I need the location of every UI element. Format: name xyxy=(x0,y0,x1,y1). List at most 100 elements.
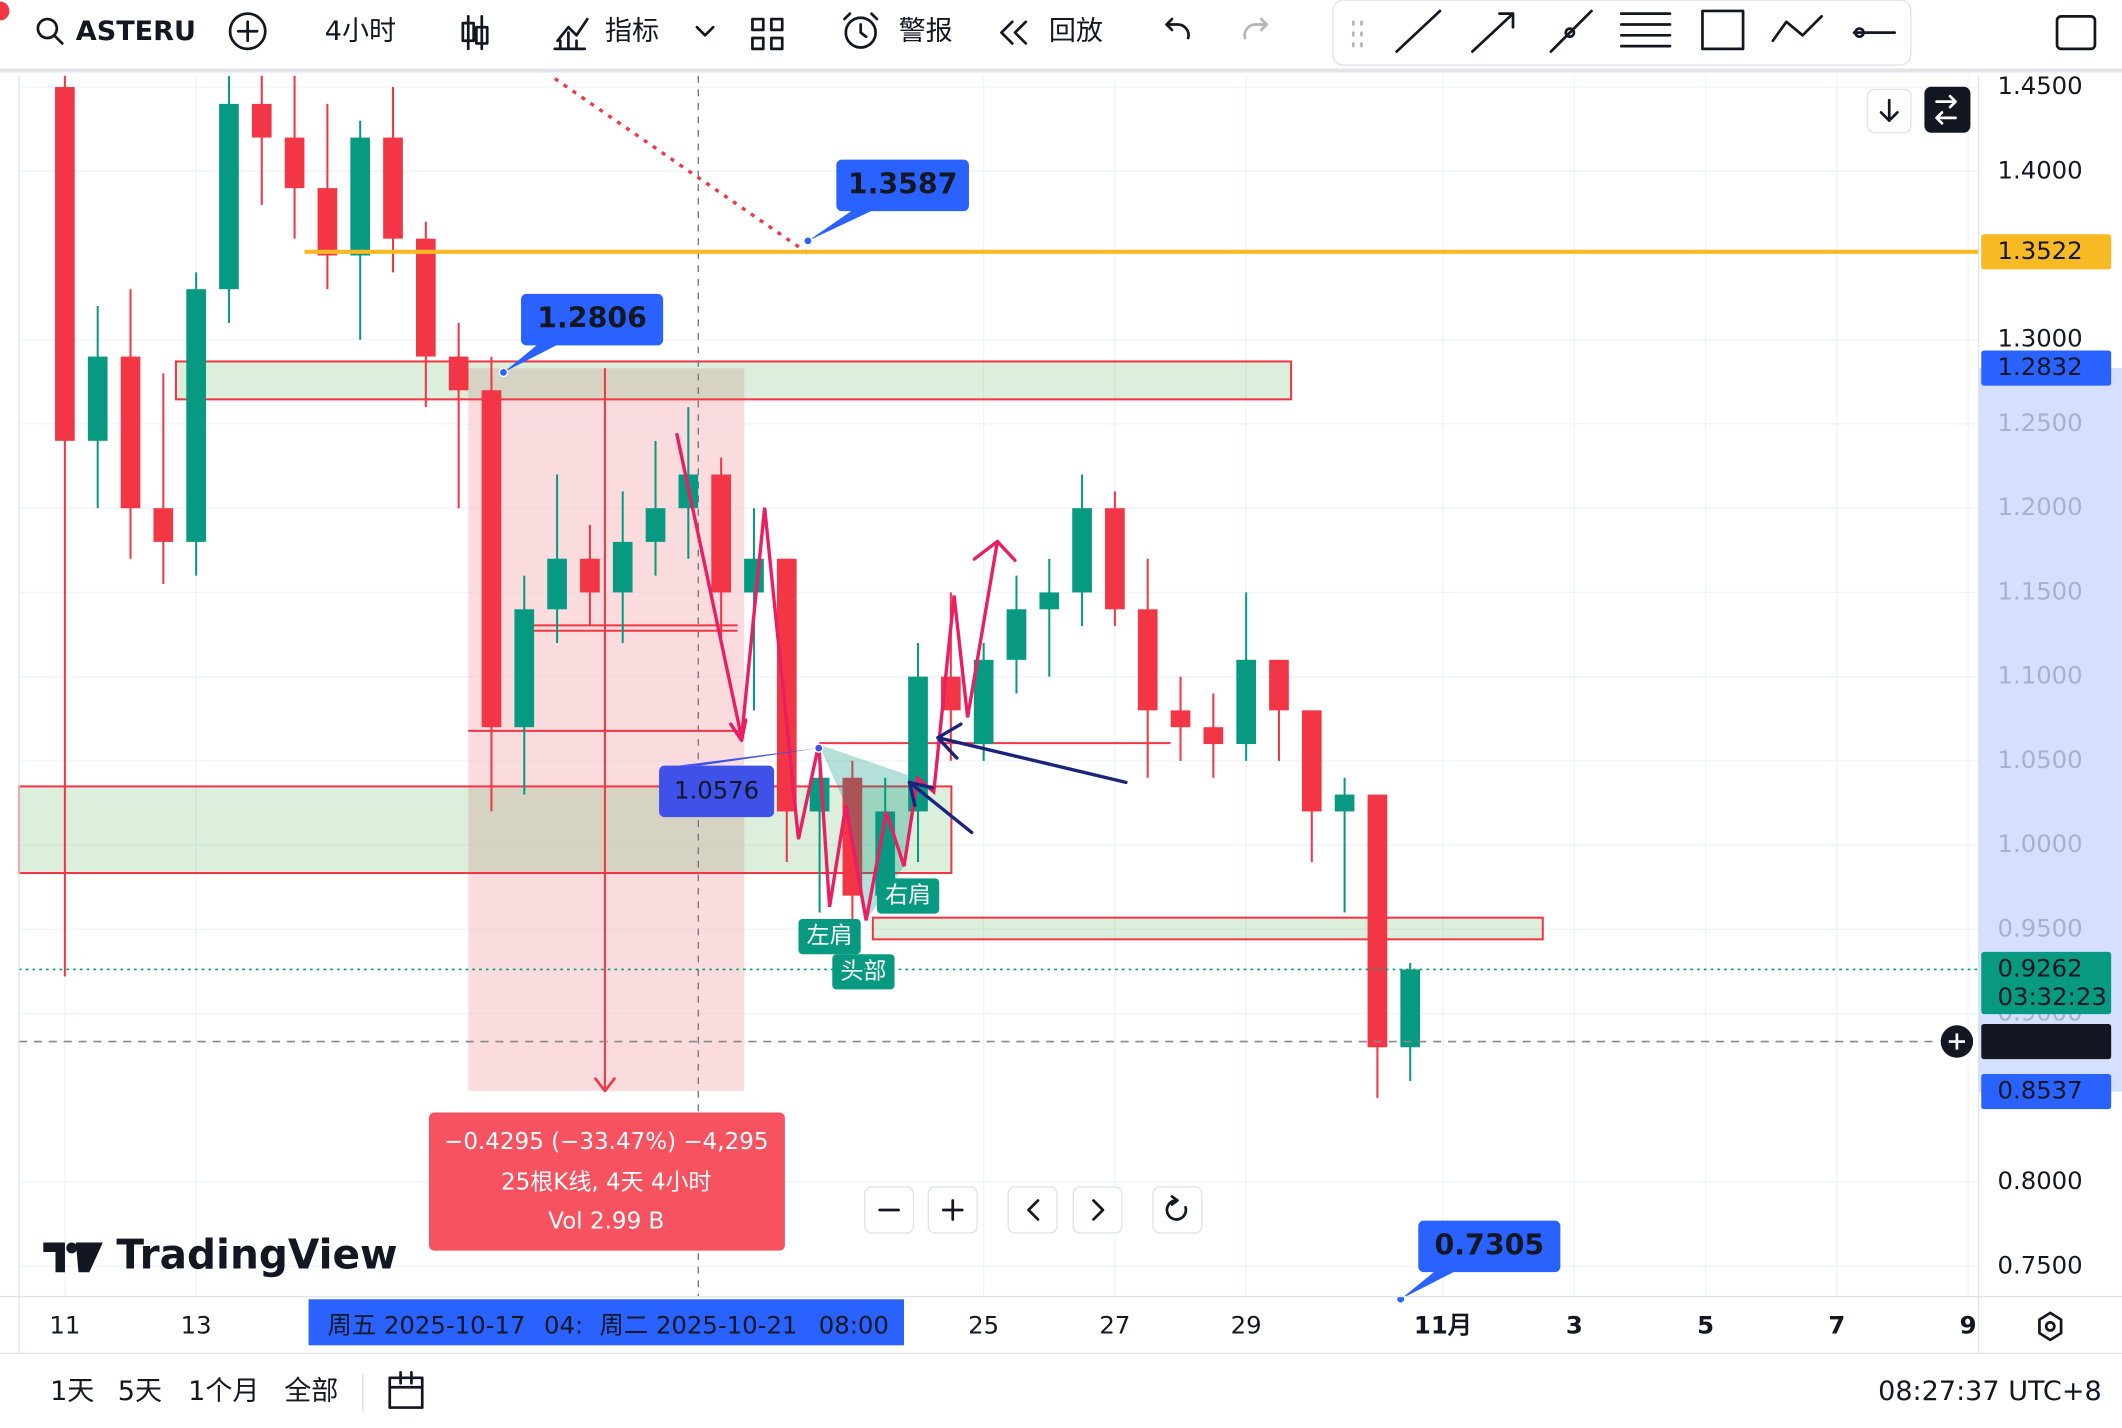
zigzag xyxy=(675,432,1000,921)
pattern-tag xyxy=(798,919,861,955)
candle-body xyxy=(350,137,371,256)
date-range[interactable] xyxy=(388,1371,424,1409)
price-label: 0.8537 xyxy=(1997,1076,2082,1105)
candle-body xyxy=(1400,969,1421,1048)
fullscreen[interactable] xyxy=(2055,15,2097,51)
candle-body xyxy=(547,558,567,610)
chart-type[interactable] xyxy=(461,15,489,51)
candle-body xyxy=(1236,659,1257,745)
price-label-bg xyxy=(1981,1023,2112,1060)
candle-body xyxy=(744,558,764,593)
callout-pointer xyxy=(807,208,877,241)
settings[interactable] xyxy=(2038,1311,2063,1342)
add-symbol[interactable] xyxy=(228,12,267,51)
candle-body xyxy=(448,356,469,391)
callout-box xyxy=(521,293,664,346)
callout-anchor xyxy=(803,236,813,246)
callout-box xyxy=(1418,1220,1561,1273)
candle-body xyxy=(186,289,206,542)
candle-body xyxy=(711,474,731,593)
y-tick-label: 1.4500 xyxy=(1997,71,2082,100)
x-tick-label: 11 xyxy=(49,1310,80,1339)
pattern-tag xyxy=(832,954,895,990)
candle-body xyxy=(1039,592,1060,610)
measure-arrow-head xyxy=(594,1077,616,1093)
candle-body xyxy=(973,659,994,745)
undo[interactable] xyxy=(1165,17,1190,40)
replay-icon[interactable] xyxy=(1000,20,1028,45)
callout-label: 0.7305 xyxy=(1435,1228,1545,1261)
zone xyxy=(871,916,1544,941)
candle-body xyxy=(514,609,535,728)
price-label: 1.2832 xyxy=(1997,352,2082,381)
callout-label: 1.2806 xyxy=(537,302,647,335)
pattern-fill xyxy=(818,744,918,921)
alert-icon[interactable] xyxy=(844,16,877,49)
candle-body xyxy=(645,508,666,542)
candle-body xyxy=(1137,609,1158,711)
x-tick-label: 3 xyxy=(1566,1310,1583,1339)
auto-scale[interactable] xyxy=(1924,86,1971,133)
indicators[interactable]: 指标 xyxy=(605,16,659,47)
notify-dot xyxy=(0,1,10,21)
candle-body xyxy=(908,676,928,812)
zigzag-arrows xyxy=(729,539,1017,743)
redo[interactable] xyxy=(1243,17,1269,40)
candle-body xyxy=(1301,710,1322,812)
reset[interactable] xyxy=(1152,1186,1203,1234)
logo-text: TradingView xyxy=(116,1230,397,1278)
candle-body xyxy=(55,87,75,441)
candle-body xyxy=(383,137,403,239)
price-label: 0.8834 xyxy=(1997,1026,2082,1055)
drawing-toolbar xyxy=(1332,0,1912,66)
callout-box xyxy=(836,159,969,212)
layout-icon[interactable] xyxy=(751,17,784,51)
range[interactable]: 1个月 xyxy=(188,1376,259,1407)
x-tick-label: 5 xyxy=(1697,1310,1714,1339)
symbol[interactable]: ASTERU xyxy=(76,16,196,47)
drawing-tools[interactable] xyxy=(1351,9,1896,53)
time-label: 周五 2025-10-17 xyxy=(328,1310,526,1339)
y-tick-label: 0.7500 xyxy=(1997,1250,2082,1279)
candle-body xyxy=(1105,508,1125,610)
price-label-bg xyxy=(1981,951,2112,1015)
x-tick-label: 27 xyxy=(1099,1310,1130,1339)
candle-body xyxy=(153,508,174,542)
callout-anchor xyxy=(498,367,509,378)
measure-volume: Vol 2.99 B xyxy=(548,1209,664,1235)
replay[interactable]: 回放 xyxy=(1049,16,1103,47)
price-label-bg xyxy=(1981,1073,2112,1110)
range[interactable]: 5天 xyxy=(118,1376,162,1407)
price-label: 0.9262 xyxy=(1997,953,2082,982)
candle-body xyxy=(580,558,600,593)
measure-range xyxy=(468,368,745,1091)
callout-label: 1.3587 xyxy=(848,167,958,200)
range[interactable]: 全部 xyxy=(284,1376,338,1407)
alerts[interactable]: 警报 xyxy=(899,16,953,47)
range[interactable]: 1天 xyxy=(50,1376,94,1407)
y-tick-label: 0.8000 xyxy=(1997,1166,2082,1195)
x-tick-label: 29 xyxy=(1231,1310,1262,1339)
callout-label: 1.0576 xyxy=(674,775,759,804)
indicator-icon[interactable] xyxy=(553,17,589,51)
scroll-left[interactable] xyxy=(1007,1186,1058,1234)
search-icon[interactable] xyxy=(36,17,59,40)
price-label-bg xyxy=(1981,234,2112,270)
measure-bars: 25根K线, 4天 4小时 xyxy=(501,1169,712,1195)
time-label-bg xyxy=(308,1299,905,1346)
crosshair-add-icon xyxy=(1948,1033,1966,1050)
candle-body xyxy=(612,541,633,593)
zone xyxy=(174,360,1293,401)
grid xyxy=(18,75,1979,1297)
price-label-bg xyxy=(1981,350,2112,386)
callout-anchor xyxy=(814,743,824,753)
candle-body xyxy=(1006,609,1027,660)
clock: 08:27:37 UTC+8 xyxy=(1878,1376,2102,1407)
interval[interactable]: 4小时 xyxy=(325,16,396,47)
scroll-right[interactable] xyxy=(1072,1186,1123,1234)
candle-body xyxy=(875,811,896,896)
candle-body xyxy=(809,777,830,812)
candle-body xyxy=(1367,794,1388,1048)
